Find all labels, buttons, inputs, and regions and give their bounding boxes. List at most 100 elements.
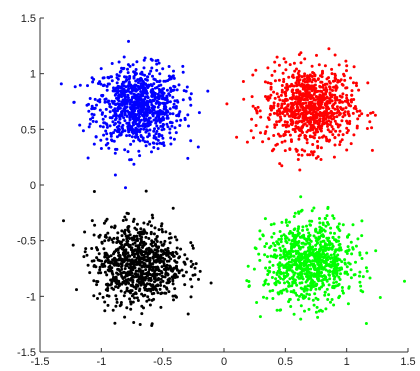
data-point xyxy=(88,97,92,100)
data-point xyxy=(358,253,362,257)
data-point xyxy=(299,97,303,100)
data-point xyxy=(279,93,283,97)
data-point xyxy=(315,127,319,131)
data-point xyxy=(331,272,335,276)
data-point xyxy=(307,91,311,95)
data-point xyxy=(337,222,341,226)
data-point xyxy=(87,125,91,129)
data-point xyxy=(159,305,163,309)
data-point xyxy=(110,238,114,242)
data-point xyxy=(332,269,336,273)
data-point xyxy=(189,139,193,143)
data-point xyxy=(157,80,161,84)
data-point xyxy=(273,79,277,83)
data-point xyxy=(99,82,103,86)
data-point xyxy=(313,106,317,110)
data-point xyxy=(113,226,116,230)
data-point xyxy=(126,71,130,75)
data-point xyxy=(278,256,282,260)
data-point xyxy=(338,140,342,144)
data-point xyxy=(142,66,146,70)
data-point xyxy=(308,84,311,88)
data-point xyxy=(337,113,341,117)
data-point xyxy=(139,240,143,244)
data-point xyxy=(148,282,152,286)
data-point xyxy=(288,230,292,233)
data-point xyxy=(315,239,319,242)
data-point xyxy=(283,102,287,105)
data-point xyxy=(92,259,96,263)
data-point xyxy=(360,257,364,260)
data-point xyxy=(131,300,135,304)
data-point xyxy=(304,107,308,110)
data-point xyxy=(168,112,172,116)
data-point xyxy=(181,64,185,68)
data-point xyxy=(132,255,136,259)
data-point xyxy=(173,126,177,130)
data-point xyxy=(295,78,299,82)
data-point xyxy=(312,103,316,107)
data-point xyxy=(290,140,293,143)
data-point xyxy=(331,89,334,92)
data-point xyxy=(130,279,134,282)
data-point xyxy=(249,129,253,133)
data-point xyxy=(309,286,313,290)
data-point xyxy=(275,142,279,146)
data-point xyxy=(179,247,183,251)
data-point xyxy=(162,105,166,109)
data-point xyxy=(272,111,276,115)
data-point xyxy=(142,100,146,104)
data-point xyxy=(340,286,344,289)
data-point xyxy=(118,70,122,74)
data-point xyxy=(347,248,351,252)
data-point xyxy=(108,110,112,114)
data-point xyxy=(325,278,329,282)
data-point xyxy=(122,252,126,256)
data-point xyxy=(75,288,78,292)
data-point xyxy=(96,297,99,300)
data-point xyxy=(270,235,274,239)
data-point xyxy=(123,228,127,232)
data-point xyxy=(145,128,148,132)
data-point xyxy=(91,119,95,123)
data-point xyxy=(155,235,159,239)
data-point xyxy=(340,260,344,264)
data-point xyxy=(308,73,312,77)
data-point xyxy=(167,92,171,96)
data-point xyxy=(134,122,138,126)
data-point xyxy=(328,256,332,260)
data-point xyxy=(158,88,162,92)
data-point xyxy=(143,255,147,259)
data-point xyxy=(174,273,177,276)
data-point xyxy=(121,67,125,71)
data-point xyxy=(287,124,291,128)
data-point xyxy=(327,139,331,143)
data-point xyxy=(62,219,65,223)
data-point xyxy=(295,76,299,80)
data-point xyxy=(117,114,121,118)
data-point xyxy=(146,140,149,144)
data-point xyxy=(358,270,362,274)
data-point xyxy=(295,67,298,71)
data-point xyxy=(161,122,165,126)
data-point xyxy=(172,102,176,106)
data-point xyxy=(103,270,107,274)
data-point xyxy=(111,272,115,276)
data-point xyxy=(273,253,277,257)
data-point xyxy=(152,240,156,244)
data-point xyxy=(266,98,270,102)
data-point xyxy=(170,124,174,128)
data-point xyxy=(309,116,313,120)
data-point xyxy=(349,240,353,244)
data-point xyxy=(137,249,141,253)
data-point xyxy=(311,71,315,74)
data-point xyxy=(126,84,130,88)
data-point xyxy=(182,274,186,278)
data-point xyxy=(96,248,99,252)
data-point xyxy=(129,307,133,311)
data-point xyxy=(150,213,154,217)
data-point xyxy=(316,315,320,319)
data-point xyxy=(297,134,301,138)
data-point xyxy=(309,239,313,243)
data-point xyxy=(296,233,300,237)
